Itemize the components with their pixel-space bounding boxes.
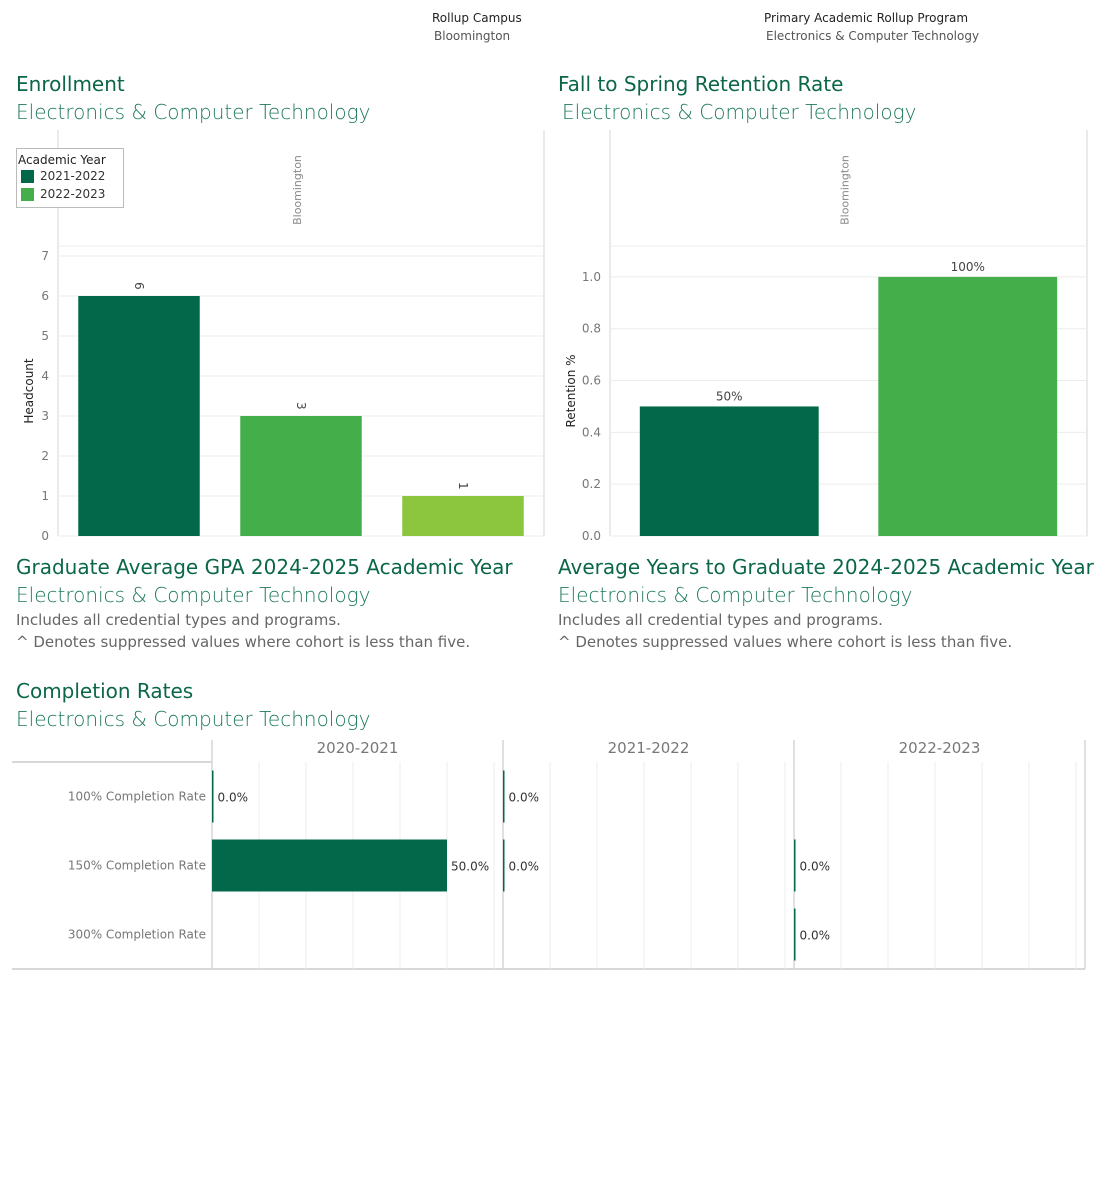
legend-swatch xyxy=(21,187,34,201)
y-tick-label: 2 xyxy=(41,449,49,463)
row-label: 300% Completion Rate xyxy=(68,928,206,942)
y-tick-label: 5 xyxy=(41,329,49,343)
retention-chart: Bloomington 0.0 0.2 0.4 0.6 0.8 1.0 Retention %… xyxy=(564,130,1088,542)
bar xyxy=(402,496,524,536)
program-filter-label: Primary Academic Rollup Program xyxy=(764,11,969,25)
retention-title: Fall to Spring Retention Rate xyxy=(558,72,844,96)
row-label: 100% Completion Rate xyxy=(68,790,206,804)
bar-data-label: 50% xyxy=(716,389,743,403)
y-tick-label: 0.0 xyxy=(582,529,601,542)
years-to-grad-subtitle: Electronics & Computer Technology xyxy=(558,583,913,607)
years-to-grad-note-credentials: Includes all credential types and progra… xyxy=(558,611,883,629)
column-header-label: 2022-2023 xyxy=(899,739,981,757)
completion-data-label: 0.0% xyxy=(800,860,831,874)
enrollment-subtitle: Electronics & Computer Technology xyxy=(16,100,371,124)
gpa-note-suppressed: ^ Denotes suppressed values where cohort… xyxy=(16,633,471,651)
completion-data-label: 50.0% xyxy=(451,860,489,874)
completion-data-label: 0.0% xyxy=(218,791,249,805)
bar-data-label: 6 xyxy=(132,282,146,290)
enrollment-chart: Bloomington 0 1 2 3 4 5 6 7 Headcount 6 3 1 xyxy=(22,130,545,542)
y-tick-label: 3 xyxy=(41,409,49,423)
completion-chart: 2020-2021 0.0% 50.0% 2021-2022 0.0% 0.0% 2022-… xyxy=(12,739,1086,970)
y-tick-label: 1.0 xyxy=(582,270,601,284)
years-to-grad-note-suppressed: ^ Denotes suppressed values where cohort… xyxy=(558,633,1013,651)
y-tick-label: 0.8 xyxy=(582,322,601,336)
row-label: 150% Completion Rate xyxy=(68,859,206,873)
bar xyxy=(878,276,1058,536)
bar xyxy=(639,406,819,536)
bar xyxy=(78,296,200,536)
legend-swatch xyxy=(21,169,34,183)
bar-data-label: 100% xyxy=(951,260,985,274)
campus-filter-label: Rollup Campus xyxy=(432,11,522,25)
legend-item-label: 2021-2022 xyxy=(40,169,106,183)
bar-data-label: 1 xyxy=(456,482,470,490)
legend-item-label: 2022-2023 xyxy=(40,187,106,201)
completion-data-label: 0.0% xyxy=(509,860,540,874)
gpa-note-credentials: Includes all credential types and progra… xyxy=(16,611,341,629)
completion-bar xyxy=(503,770,505,823)
y-tick-label: 4 xyxy=(41,369,49,383)
y-axis-label: Retention % xyxy=(564,354,578,427)
y-tick-label: 0.6 xyxy=(582,374,601,388)
bar-data-label: 3 xyxy=(294,402,308,410)
y-tick-label: 1 xyxy=(41,489,49,503)
legend-title: Academic Year xyxy=(18,153,106,167)
enrollment-title: Enrollment xyxy=(16,72,125,96)
completion-subtitle: Electronics & Computer Technology xyxy=(16,707,371,731)
column-header-label: 2021-2022 xyxy=(608,739,690,757)
years-to-grad-title: Average Years to Graduate 2024-2025 Acad… xyxy=(558,555,1094,579)
completion-data-label: 0.0% xyxy=(509,791,540,805)
gpa-title: Graduate Average GPA 2024-2025 Academic … xyxy=(16,555,513,579)
enrollment-legend: Academic Year 2021-2022 2022-2023 xyxy=(16,148,124,208)
legend-item-2021-2022[interactable]: 2021-2022 xyxy=(21,169,123,183)
y-tick-label: 6 xyxy=(41,289,49,303)
completion-bar xyxy=(794,839,796,892)
bar xyxy=(240,416,362,536)
y-tick-label: 7 xyxy=(41,249,49,263)
y-axis-label: Headcount xyxy=(22,358,36,424)
panel-header-label: Bloomington xyxy=(291,155,304,225)
y-tick-label: 0 xyxy=(41,529,49,542)
y-tick-label: 0.4 xyxy=(582,425,601,439)
completion-bar xyxy=(503,839,505,892)
retention-subtitle: Electronics & Computer Technology xyxy=(562,100,917,124)
completion-bar xyxy=(794,908,796,961)
legend-item-2022-2023[interactable]: 2022-2023 xyxy=(21,187,123,201)
completion-bar xyxy=(212,839,447,892)
completion-bar xyxy=(212,770,214,823)
completion-data-label: 0.0% xyxy=(800,929,831,943)
program-filter-value[interactable]: Electronics & Computer Technology xyxy=(766,29,980,43)
column-header-label: 2020-2021 xyxy=(317,739,399,757)
gpa-subtitle: Electronics & Computer Technology xyxy=(16,583,371,607)
panel-header-label: Bloomington xyxy=(839,155,852,225)
y-tick-label: 0.2 xyxy=(582,477,601,491)
completion-title: Completion Rates xyxy=(16,679,194,703)
campus-filter-value[interactable]: Bloomington xyxy=(434,29,511,43)
